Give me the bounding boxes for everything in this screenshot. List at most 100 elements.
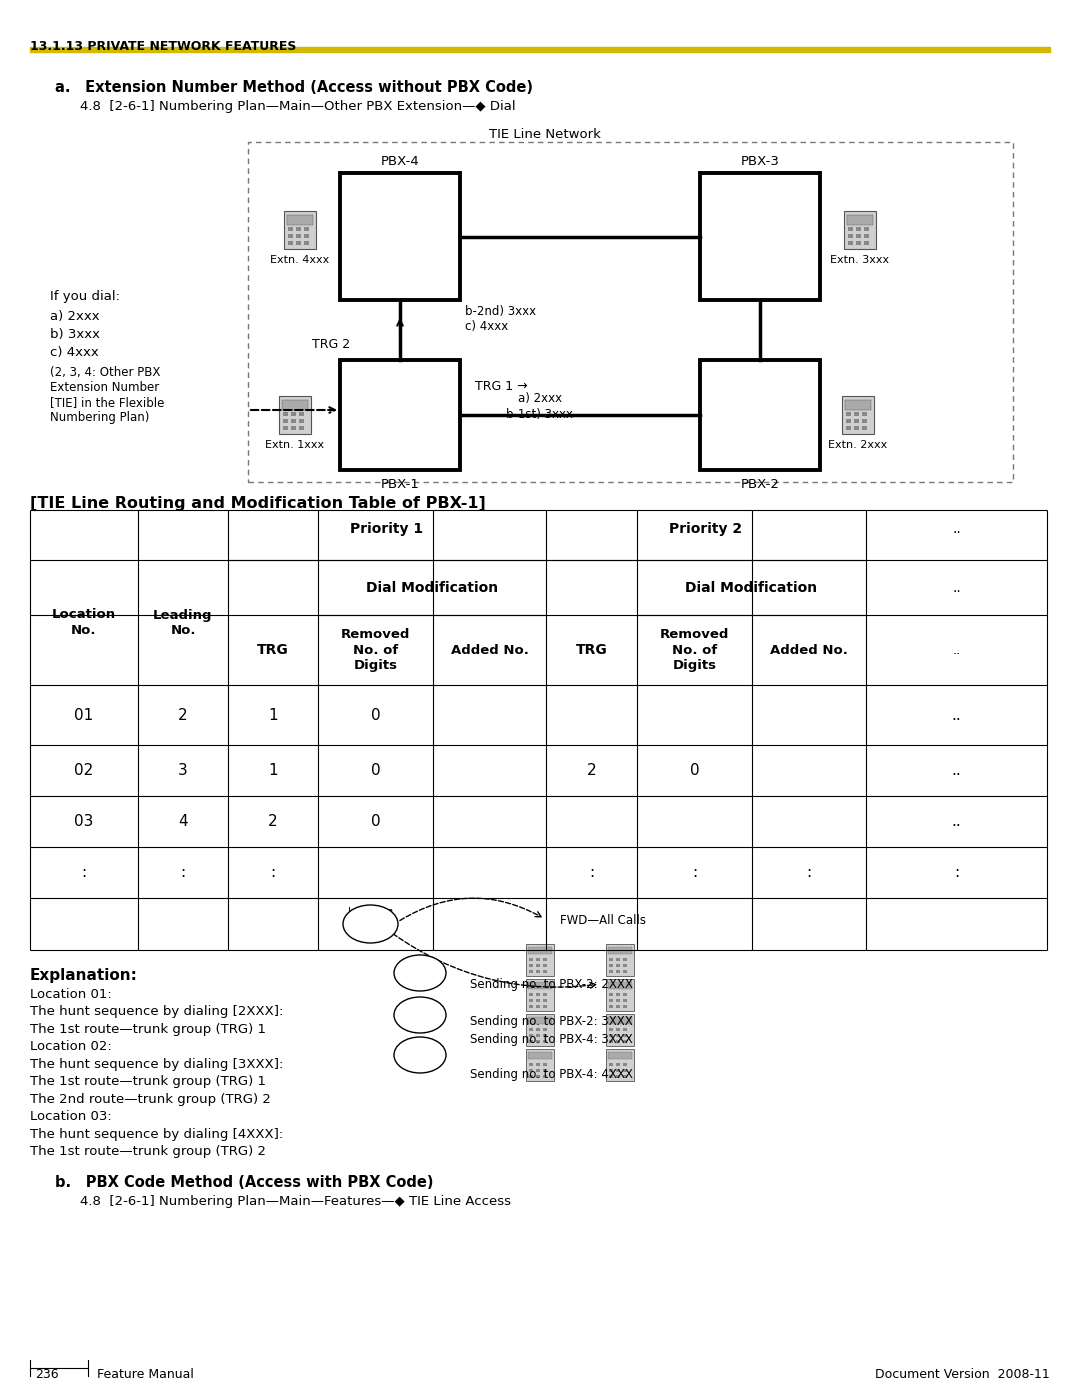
Bar: [526, 1014, 554, 1046]
Bar: [283, 426, 288, 430]
Text: The 2nd route—trunk group (TRG) 2: The 2nd route—trunk group (TRG) 2: [30, 1092, 271, 1106]
Text: 236: 236: [35, 1368, 58, 1382]
Bar: [296, 242, 301, 244]
Bar: [526, 979, 554, 1011]
Bar: [847, 215, 873, 225]
Text: c) 4xxx: c) 4xxx: [50, 346, 98, 359]
Ellipse shape: [394, 956, 446, 990]
Text: 2: 2: [268, 814, 278, 828]
Text: Priority 2: Priority 2: [670, 522, 743, 536]
Bar: [288, 235, 293, 237]
Text: b. PBX Code Method (Access with PBX Code): b. PBX Code Method (Access with PBX Code…: [55, 1175, 433, 1190]
Bar: [609, 993, 613, 996]
Bar: [303, 226, 309, 231]
Text: Sending no. to PBX-4: 3XXX: Sending no. to PBX-4: 3XXX: [470, 1032, 633, 1046]
Bar: [623, 1069, 627, 1071]
Bar: [529, 1076, 534, 1078]
Bar: [623, 964, 627, 967]
Bar: [845, 400, 870, 409]
Text: PBX-3: PBX-3: [741, 155, 780, 168]
Ellipse shape: [394, 997, 446, 1032]
Bar: [536, 1076, 540, 1078]
Bar: [856, 235, 861, 237]
Bar: [606, 944, 634, 977]
Bar: [30, 47, 1050, 52]
Bar: [609, 1039, 613, 1044]
Bar: [536, 993, 540, 996]
Bar: [609, 1069, 613, 1071]
Text: ..: ..: [953, 581, 961, 595]
Bar: [528, 947, 552, 954]
Text: [TIE Line Routing and Modification Table of PBX-1]: [TIE Line Routing and Modification Table…: [30, 496, 486, 511]
Bar: [862, 419, 867, 423]
Text: :: :: [180, 865, 186, 880]
Bar: [609, 958, 613, 961]
Text: (2, 3, 4: Other PBX: (2, 3, 4: Other PBX: [50, 366, 160, 379]
Text: TIE Line Network: TIE Line Network: [489, 129, 600, 141]
Bar: [543, 964, 546, 967]
Bar: [623, 1039, 627, 1044]
Text: 0: 0: [370, 763, 380, 778]
Bar: [529, 1034, 534, 1037]
Text: 03: 03: [75, 814, 94, 828]
Bar: [843, 211, 876, 249]
Text: Location 02:: Location 02:: [30, 1041, 111, 1053]
Bar: [291, 426, 296, 430]
Text: 01: 01: [75, 707, 94, 722]
Bar: [543, 958, 546, 961]
Bar: [616, 1076, 620, 1078]
Text: 1: 1: [268, 707, 278, 722]
Bar: [609, 1028, 613, 1031]
Bar: [616, 970, 620, 972]
Bar: [529, 1063, 534, 1066]
Text: PBX-4: PBX-4: [380, 155, 419, 168]
Text: The hunt sequence by dialing [4XXX]:: The hunt sequence by dialing [4XXX]:: [30, 1127, 283, 1141]
Text: c) 4xxx: c) 4xxx: [465, 320, 509, 332]
Text: Added No.: Added No.: [450, 644, 528, 657]
Text: Incoming
call: Incoming call: [400, 1045, 441, 1065]
Text: ..: ..: [951, 763, 961, 778]
Bar: [526, 944, 554, 977]
Bar: [287, 215, 313, 225]
Bar: [288, 226, 293, 231]
Bar: [529, 993, 534, 996]
Bar: [623, 958, 627, 961]
Text: FWD—All Calls: FWD—All Calls: [561, 914, 646, 928]
Text: Dial Modification: Dial Modification: [366, 581, 498, 595]
Bar: [606, 979, 634, 1011]
Bar: [608, 947, 632, 954]
Bar: [608, 1052, 632, 1059]
Bar: [296, 235, 301, 237]
Bar: [616, 1004, 620, 1009]
Text: Feature Manual: Feature Manual: [97, 1368, 194, 1382]
Text: Extn. 3xxx: Extn. 3xxx: [831, 256, 890, 265]
Bar: [616, 1063, 620, 1066]
Bar: [536, 1028, 540, 1031]
Text: ..: ..: [953, 522, 961, 536]
Bar: [529, 999, 534, 1002]
Bar: [616, 964, 620, 967]
Bar: [609, 1076, 613, 1078]
Text: Extn. 1xxx: Extn. 1xxx: [266, 440, 325, 450]
Bar: [609, 999, 613, 1002]
Bar: [299, 426, 303, 430]
Bar: [340, 173, 460, 300]
Text: ..: ..: [953, 644, 960, 657]
Bar: [616, 1034, 620, 1037]
Bar: [848, 226, 853, 231]
Bar: [606, 1049, 634, 1081]
Text: 4.8  [2-6-1] Numbering Plan—Main—Features—◆ TIE Line Access: 4.8 [2-6-1] Numbering Plan—Main—Features…: [80, 1194, 511, 1208]
Text: :: :: [692, 865, 697, 880]
Bar: [291, 419, 296, 423]
Text: a) 2xxx: a) 2xxx: [518, 393, 562, 405]
Bar: [529, 970, 534, 972]
Bar: [526, 1049, 554, 1081]
Bar: [623, 1028, 627, 1031]
Text: 2: 2: [178, 707, 188, 722]
Text: 0: 0: [370, 814, 380, 828]
Text: 13.1.13 PRIVATE NETWORK FEATURES: 13.1.13 PRIVATE NETWORK FEATURES: [30, 41, 296, 53]
Bar: [536, 1034, 540, 1037]
Bar: [609, 970, 613, 972]
Bar: [296, 226, 301, 231]
Bar: [700, 360, 820, 469]
